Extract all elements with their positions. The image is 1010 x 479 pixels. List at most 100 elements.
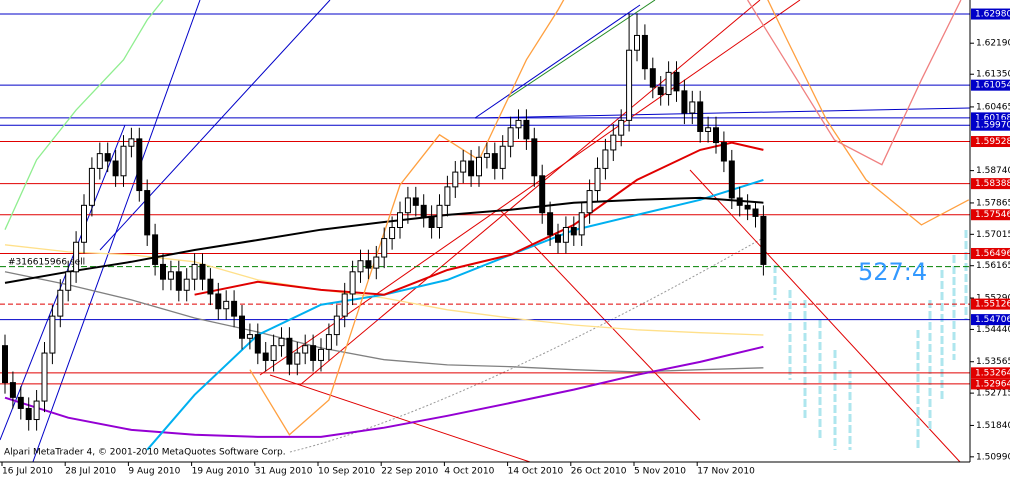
candle-body xyxy=(96,153,103,169)
candle-body xyxy=(547,212,554,236)
x-tick-label: 19 Aug 2010 xyxy=(192,467,250,477)
y-tick-label: 1.50990 xyxy=(976,452,1010,462)
trendline xyxy=(474,4,641,119)
level-label: 1.59528 xyxy=(971,136,1010,148)
candle-body xyxy=(476,156,482,177)
candle-body xyxy=(373,256,380,269)
level-box xyxy=(971,209,1010,221)
x-tick-label: 16 Jul 2010 xyxy=(2,467,53,477)
y-tick-label: 1.52715 xyxy=(976,389,1010,399)
candle-body xyxy=(491,153,498,169)
level-text: 1.60168 xyxy=(975,113,1010,123)
x-tick-label: 9 Aug 2010 xyxy=(128,467,180,477)
level-text: 1.58388 xyxy=(975,179,1010,189)
x-tick-label: 5 Nov 2010 xyxy=(634,467,686,477)
drawings xyxy=(0,0,970,462)
indicator-line xyxy=(249,0,970,436)
candle-body xyxy=(705,127,712,132)
indicator-line xyxy=(4,345,764,438)
x-tick-label: 22 Sep 2010 xyxy=(381,467,438,477)
candle-body xyxy=(389,226,396,240)
x-tick-label: 26 Oct 2010 xyxy=(571,467,627,477)
x-tick-label: 14 Oct 2010 xyxy=(508,467,564,477)
candle-body xyxy=(333,315,340,336)
level-text: 1.59528 xyxy=(975,137,1010,147)
candle-body xyxy=(720,142,727,162)
level-box xyxy=(971,119,1010,131)
candle-body xyxy=(752,208,759,217)
candle-body xyxy=(420,204,427,217)
candle-body xyxy=(365,260,372,269)
copyright: Alpari MetaTrader 4, © 2001-2010 MetaQuo… xyxy=(4,448,286,458)
candle-body xyxy=(404,197,411,214)
level-label: 1.57546 xyxy=(971,209,1010,221)
candle-body xyxy=(499,145,506,169)
candle-body xyxy=(49,315,56,354)
candle-body xyxy=(736,197,743,206)
order-label: #316615966 sell xyxy=(8,258,85,268)
candle-body xyxy=(460,160,467,173)
candle-body xyxy=(302,345,309,354)
y-tick-label: 1.53565 xyxy=(976,357,1010,367)
candle-body xyxy=(262,352,269,361)
candle-body xyxy=(104,153,111,162)
level-label: 1.61054 xyxy=(971,79,1010,91)
y-tick-label: 1.58740 xyxy=(976,166,1010,176)
candle-body xyxy=(112,160,119,177)
candle-body xyxy=(88,167,95,206)
candle-body xyxy=(570,226,577,236)
candle-body xyxy=(381,238,388,258)
candle-body xyxy=(239,315,245,339)
candle-body xyxy=(57,289,64,317)
y-tick-label: 1.57865 xyxy=(976,198,1010,208)
candle-body xyxy=(73,241,80,273)
candle-body xyxy=(578,212,585,236)
y-tick-label: 1.54440 xyxy=(976,325,1010,335)
candle-body xyxy=(697,101,704,132)
level-text: 1.53264 xyxy=(975,368,1010,378)
candle-body xyxy=(618,119,625,136)
trendline xyxy=(269,374,531,462)
trendline xyxy=(32,0,201,462)
level-text: 1.54706 xyxy=(975,315,1010,325)
plot xyxy=(0,0,970,451)
level-label: 1.58388 xyxy=(971,178,1010,190)
y-tick-label: 1.61350 xyxy=(976,70,1010,80)
level-text: 1.55126 xyxy=(975,300,1010,310)
indicator-line xyxy=(747,0,962,166)
indicator-line xyxy=(4,271,764,373)
candle-body xyxy=(17,396,24,409)
level-box xyxy=(971,79,1010,91)
level-text: 1.59970 xyxy=(975,121,1010,131)
candle-body xyxy=(397,212,403,228)
indicator-line xyxy=(4,196,764,284)
indicator-line xyxy=(4,0,164,230)
candle-body xyxy=(760,215,767,265)
level-text: 1.56496 xyxy=(975,249,1010,259)
candle-body xyxy=(657,86,664,96)
candle-body xyxy=(246,334,253,339)
candle-body xyxy=(167,271,174,280)
candle-body xyxy=(341,293,348,317)
candle-body xyxy=(120,145,127,177)
y-tick-label: 1.51840 xyxy=(976,421,1010,431)
level-label: 1.62980 xyxy=(971,8,1010,20)
candle-body xyxy=(160,263,166,280)
x-tick-label: 31 Aug 2010 xyxy=(255,467,313,477)
candle-body xyxy=(555,234,561,243)
candle-body xyxy=(483,153,490,158)
level-label: 1.56496 xyxy=(971,247,1010,259)
trendline xyxy=(689,169,961,462)
candle-body xyxy=(452,171,459,188)
candle-body xyxy=(507,127,514,147)
indicator-line xyxy=(4,244,764,336)
trendline xyxy=(259,0,801,376)
level-box xyxy=(971,298,1010,310)
candle-body xyxy=(9,382,16,398)
candle-body xyxy=(602,149,609,169)
candle-body xyxy=(231,300,238,317)
candle-body xyxy=(25,407,32,421)
candle-body xyxy=(270,345,277,361)
candle-body xyxy=(175,271,182,291)
